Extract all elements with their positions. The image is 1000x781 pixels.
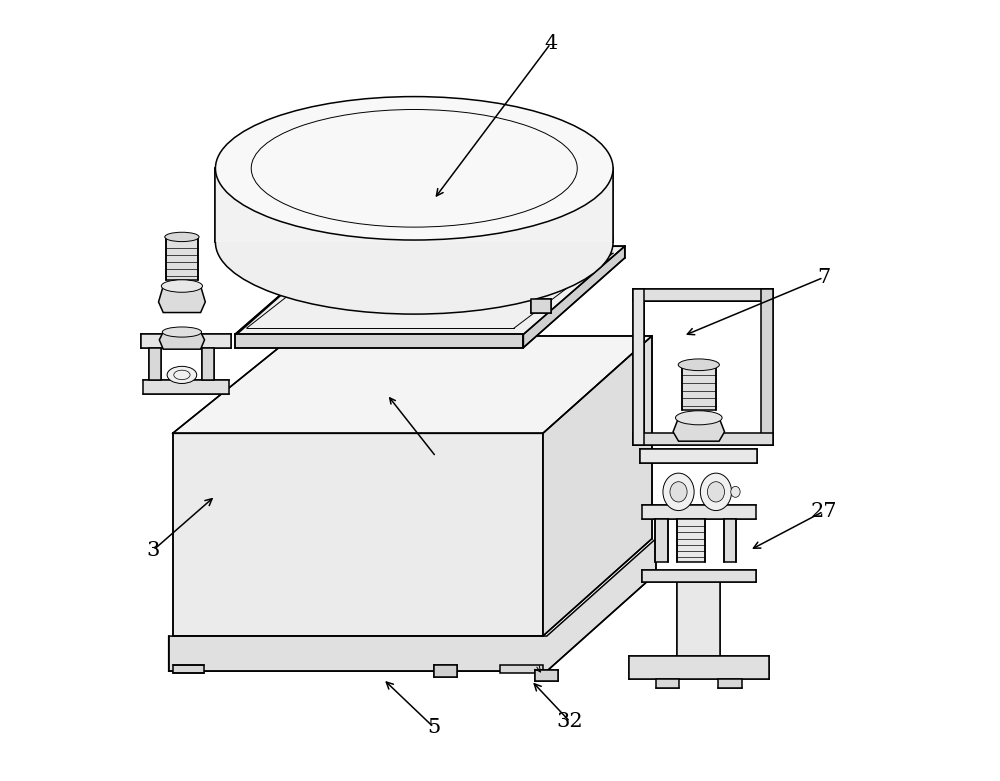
Polygon shape [143,380,229,394]
Ellipse shape [675,411,722,425]
Ellipse shape [161,280,203,292]
Polygon shape [682,365,716,410]
Polygon shape [535,669,558,680]
Polygon shape [633,289,773,301]
Ellipse shape [167,366,197,383]
Ellipse shape [663,473,694,511]
Polygon shape [235,246,625,336]
Ellipse shape [215,171,613,314]
Polygon shape [173,665,204,672]
Polygon shape [202,348,214,380]
Polygon shape [173,433,543,636]
Polygon shape [677,582,720,655]
Polygon shape [159,332,205,349]
Text: 7: 7 [817,268,830,287]
Polygon shape [656,679,679,688]
Polygon shape [718,679,742,688]
Text: 5: 5 [427,718,440,736]
Polygon shape [215,169,613,242]
Polygon shape [141,333,231,348]
Polygon shape [159,286,205,312]
Ellipse shape [165,232,199,241]
Polygon shape [500,665,543,672]
Polygon shape [173,336,652,433]
Polygon shape [673,418,725,441]
Polygon shape [655,519,668,562]
Polygon shape [761,289,773,445]
Polygon shape [629,655,769,679]
Ellipse shape [162,327,202,337]
Polygon shape [523,246,625,348]
Ellipse shape [215,97,613,240]
Ellipse shape [700,473,732,511]
Polygon shape [434,665,457,677]
Ellipse shape [678,359,719,371]
Polygon shape [724,519,736,562]
Polygon shape [642,570,756,582]
Polygon shape [642,505,756,519]
Polygon shape [166,237,198,280]
Text: 32: 32 [557,712,583,731]
Polygon shape [543,336,652,636]
Polygon shape [235,334,523,348]
Ellipse shape [731,487,740,497]
Text: 27: 27 [810,502,837,521]
Polygon shape [640,449,757,463]
Text: 4: 4 [544,34,557,53]
Polygon shape [633,289,644,445]
Polygon shape [531,298,551,312]
Polygon shape [149,348,161,380]
Polygon shape [677,519,705,562]
Ellipse shape [707,482,725,502]
Ellipse shape [670,482,687,502]
Text: 3: 3 [146,540,160,560]
Polygon shape [169,539,656,671]
Polygon shape [633,433,773,445]
